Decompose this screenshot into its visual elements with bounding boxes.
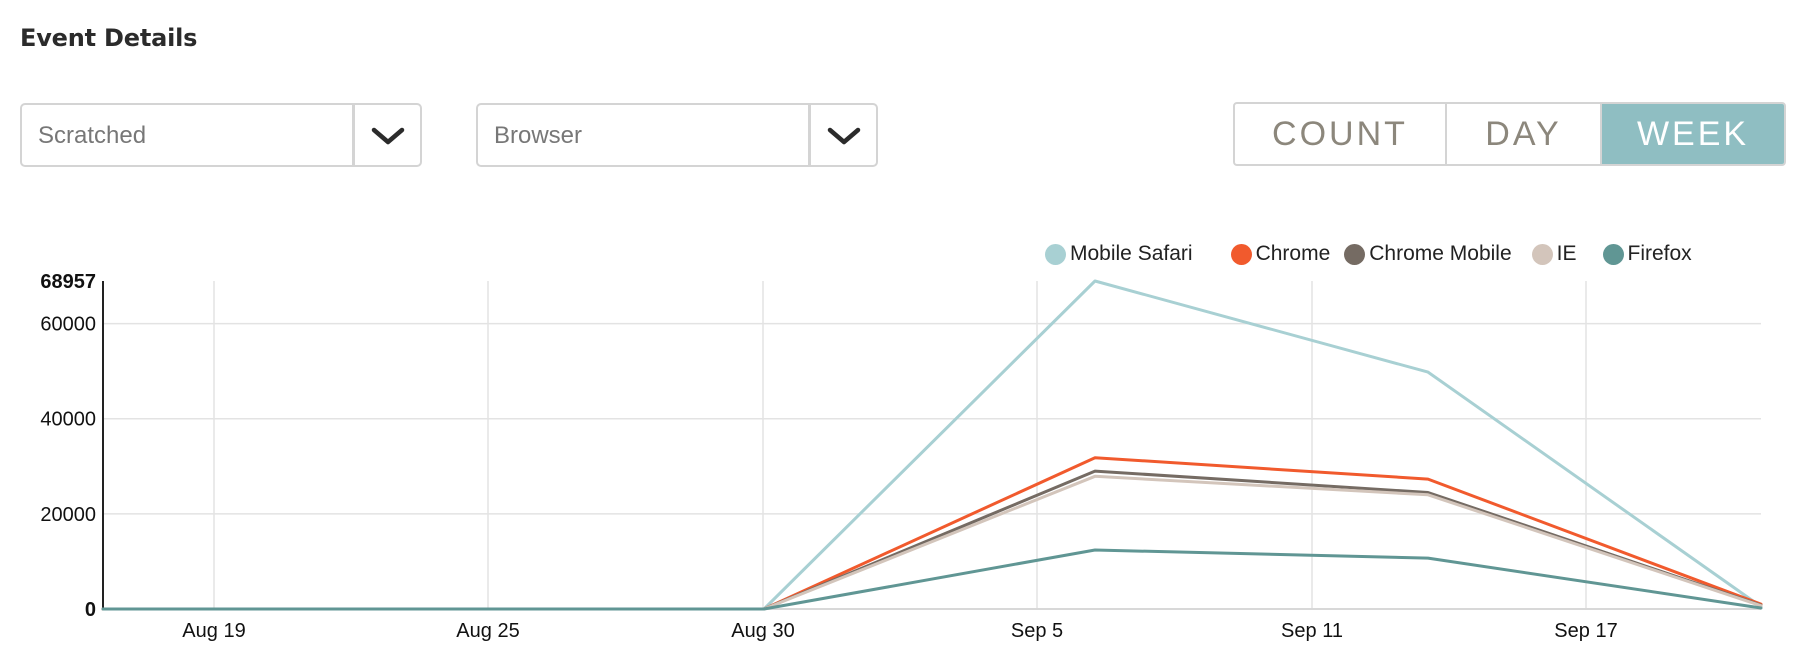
page-title: Event Details <box>20 24 198 52</box>
legend-label: Firefox <box>1627 242 1692 265</box>
legend-label: Chrome Mobile <box>1369 242 1512 265</box>
view-toggle: COUNT DAY WEEK <box>1233 102 1786 166</box>
legend-item-firefox[interactable]: Firefox <box>1602 242 1692 266</box>
y-tick-label: 60000 <box>40 314 96 336</box>
x-tick-label: Sep 11 <box>1281 620 1343 642</box>
series-line-mobile-safari <box>101 279 1763 611</box>
select-divider <box>352 105 355 165</box>
chevron-down-icon[interactable] <box>355 105 421 167</box>
toggle-week-button[interactable]: WEEK <box>1600 104 1784 164</box>
x-tick-label: Aug 19 <box>182 620 245 642</box>
chevron-down-icon[interactable] <box>811 105 877 167</box>
group-select-value: Browser <box>494 122 583 149</box>
series-line-ie <box>101 474 1763 611</box>
x-tick-label: Aug 30 <box>731 620 794 642</box>
x-tick-label: Sep 5 <box>1011 620 1063 642</box>
y-tick-label: 40000 <box>40 409 96 431</box>
y-tick-label: 68957 <box>40 271 96 293</box>
event-select-value: Scratched <box>38 122 147 149</box>
legend-dot-icon <box>1045 243 1066 265</box>
event-select[interactable]: Scratched <box>20 103 422 167</box>
legend-dot-icon <box>1602 243 1624 265</box>
y-tick-label: 20000 <box>40 504 96 526</box>
legend-label: Mobile Safari <box>1070 242 1193 265</box>
series-line-firefox <box>101 548 1763 611</box>
y-tick-label: 0 <box>85 599 96 621</box>
legend-dot-icon <box>1531 243 1553 265</box>
toggle-count-button[interactable]: COUNT <box>1272 114 1408 153</box>
group-select[interactable]: Browser <box>476 103 878 167</box>
chart-legend: Mobile Safari Chrome Chrome Mobile IE Fi… <box>1045 240 1692 268</box>
x-tick-label: Aug 25 <box>456 620 519 642</box>
legend-item-chrome[interactable]: Chrome <box>1230 242 1331 266</box>
legend-label: IE <box>1556 242 1577 265</box>
legend-dot-icon <box>1230 243 1252 265</box>
legend-item-chrome-mobile[interactable]: Chrome Mobile <box>1344 242 1512 266</box>
toggle-day-button[interactable]: DAY <box>1445 104 1600 164</box>
series-line-chrome <box>101 456 1763 611</box>
x-tick-label: Sep 17 <box>1554 620 1617 642</box>
legend-item-mobile-safari[interactable]: Mobile Safari <box>1045 242 1193 266</box>
legend-item-ie[interactable]: IE <box>1531 242 1577 266</box>
legend-dot-icon <box>1344 243 1366 265</box>
legend-label: Chrome <box>1255 242 1331 265</box>
select-divider <box>808 105 811 165</box>
